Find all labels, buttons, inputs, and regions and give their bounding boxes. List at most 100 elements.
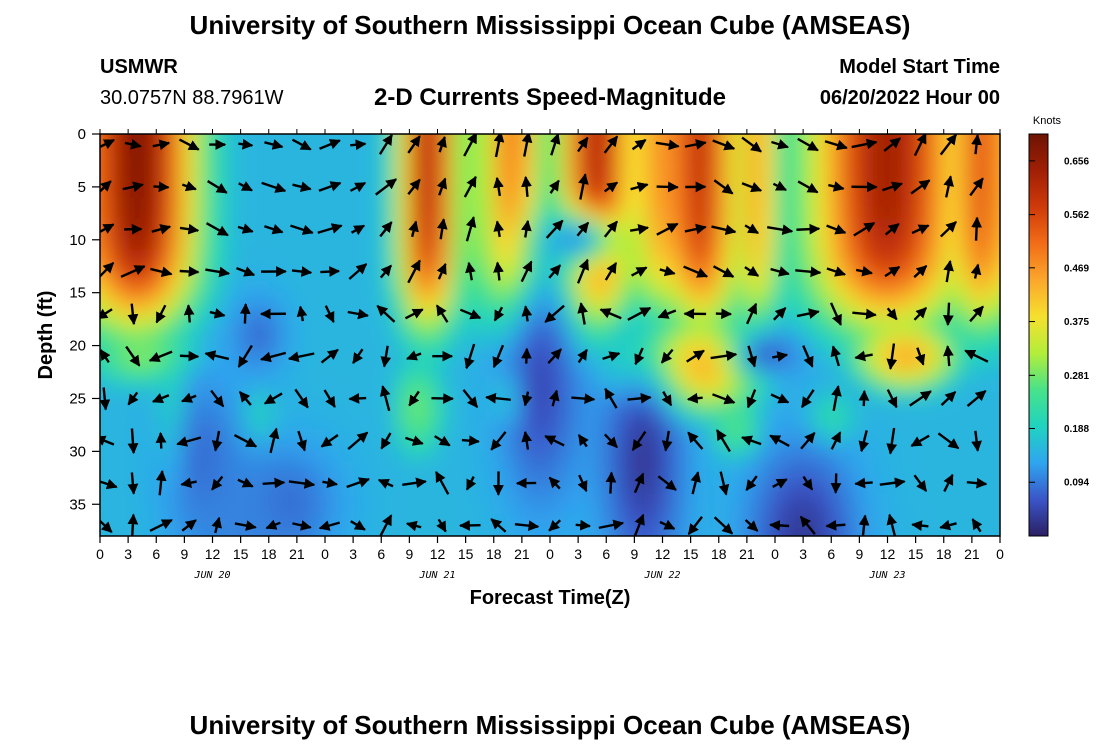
current-vector [577, 474, 588, 493]
current-vector [631, 138, 647, 151]
x-tick-label: 3 [349, 546, 357, 562]
y-tick-label: 35 [69, 496, 86, 513]
current-vector [521, 430, 533, 450]
current-vector [830, 473, 842, 494]
current-vector [100, 435, 115, 446]
current-vector [796, 308, 820, 319]
current-vector [463, 175, 477, 198]
current-vector [744, 519, 759, 532]
x-tick-label: 9 [180, 546, 188, 562]
colorbar-gradient [1028, 133, 1049, 537]
current-vector [939, 220, 957, 238]
current-vector [346, 477, 370, 489]
current-vector [800, 432, 816, 450]
current-vector [741, 182, 763, 193]
y-axis: 0 5 10 15 20 25 30 35 [69, 126, 100, 513]
current-vector [291, 266, 313, 277]
current-vector [687, 431, 704, 450]
current-vector [436, 218, 448, 240]
current-vector [288, 478, 316, 489]
current-vector [234, 520, 257, 531]
current-vector [544, 304, 565, 323]
current-vector [629, 223, 650, 235]
x-tick-label: 3 [574, 546, 582, 562]
current-vector [851, 138, 878, 150]
current-vector [436, 136, 447, 153]
x-tick-label: 12 [880, 546, 896, 562]
current-vector [831, 385, 842, 412]
current-vector [969, 305, 984, 323]
current-vector [406, 350, 422, 361]
current-vector [770, 393, 790, 404]
current-vector [964, 349, 989, 363]
x-axis: 0 3 6 9 12 15 18 21 0 3 6 9 12 15 18 21 0 3 6 9 12 15 18 21 0 3 6 9… [96, 129, 1004, 581]
current-vector [318, 181, 342, 192]
current-vector [603, 220, 618, 238]
current-vector [578, 173, 589, 200]
x-tick-label: 12 [205, 546, 221, 562]
current-vector [125, 345, 141, 367]
y-axis-label: Depth (ft) [35, 291, 57, 380]
current-vector [211, 475, 224, 491]
current-vector [378, 134, 393, 155]
current-vector [462, 389, 479, 409]
current-vector [741, 136, 762, 153]
current-vector [746, 389, 757, 409]
y-tick-label: 25 [69, 390, 86, 407]
colorbar-tick-label: 0.281 [1064, 371, 1089, 382]
x-tick-label: 12 [430, 546, 446, 562]
current-vector [435, 304, 449, 323]
current-vector [465, 216, 477, 242]
current-vector [661, 391, 673, 407]
colorbar-tick-label: 0.375 [1064, 317, 1089, 328]
current-vector [268, 427, 280, 454]
x-tick-label: 9 [630, 546, 638, 562]
current-vector [802, 475, 814, 491]
current-vector [402, 477, 427, 489]
current-vector [829, 302, 842, 326]
current-vector [209, 308, 226, 319]
current-vector [178, 138, 200, 151]
current-vector [179, 223, 200, 235]
current-vector [627, 392, 652, 404]
current-vector [826, 224, 847, 235]
current-vector [521, 134, 533, 157]
colorbar-tick-label: 0.094 [1064, 478, 1089, 489]
current-vector [657, 475, 677, 491]
station-name: USMWR [100, 56, 178, 78]
current-vector [210, 389, 225, 408]
current-vector [492, 344, 505, 369]
current-vector [745, 302, 758, 325]
current-vector [830, 345, 841, 367]
current-vector [547, 348, 562, 364]
current-vector [603, 181, 619, 193]
colorbar: 0.656 0.562 0.469 0.375 0.281 0.188 0.094 [1028, 133, 1089, 537]
current-vector [100, 308, 113, 320]
day-label: JUN 22 [643, 570, 680, 581]
current-vector [943, 473, 954, 492]
current-vector [544, 435, 565, 447]
current-vector [939, 134, 958, 156]
current-vector [347, 308, 369, 320]
x-tick-label: 6 [377, 546, 385, 562]
current-vector [320, 348, 339, 364]
x-tick-label: 15 [908, 546, 924, 562]
x-tick-label: 0 [771, 546, 779, 562]
current-vector [405, 520, 422, 532]
footer-title: University of Southern Mississippi Ocean… [189, 710, 911, 740]
current-vector [690, 471, 701, 495]
current-vector [350, 520, 366, 531]
current-vector [937, 432, 960, 450]
current-vector [799, 515, 816, 535]
current-vector [656, 222, 679, 236]
current-vector [127, 428, 139, 455]
current-vector [237, 477, 254, 488]
current-vector [520, 260, 533, 283]
colorbar-tick-label: 0.562 [1064, 210, 1089, 221]
colorbar-unit: Knots [1033, 115, 1062, 127]
current-vector [322, 477, 339, 489]
colorbar-tick-label: 0.469 [1064, 263, 1089, 274]
x-tick-label: 0 [96, 546, 104, 562]
current-vector [127, 391, 139, 406]
current-vector [826, 266, 846, 277]
